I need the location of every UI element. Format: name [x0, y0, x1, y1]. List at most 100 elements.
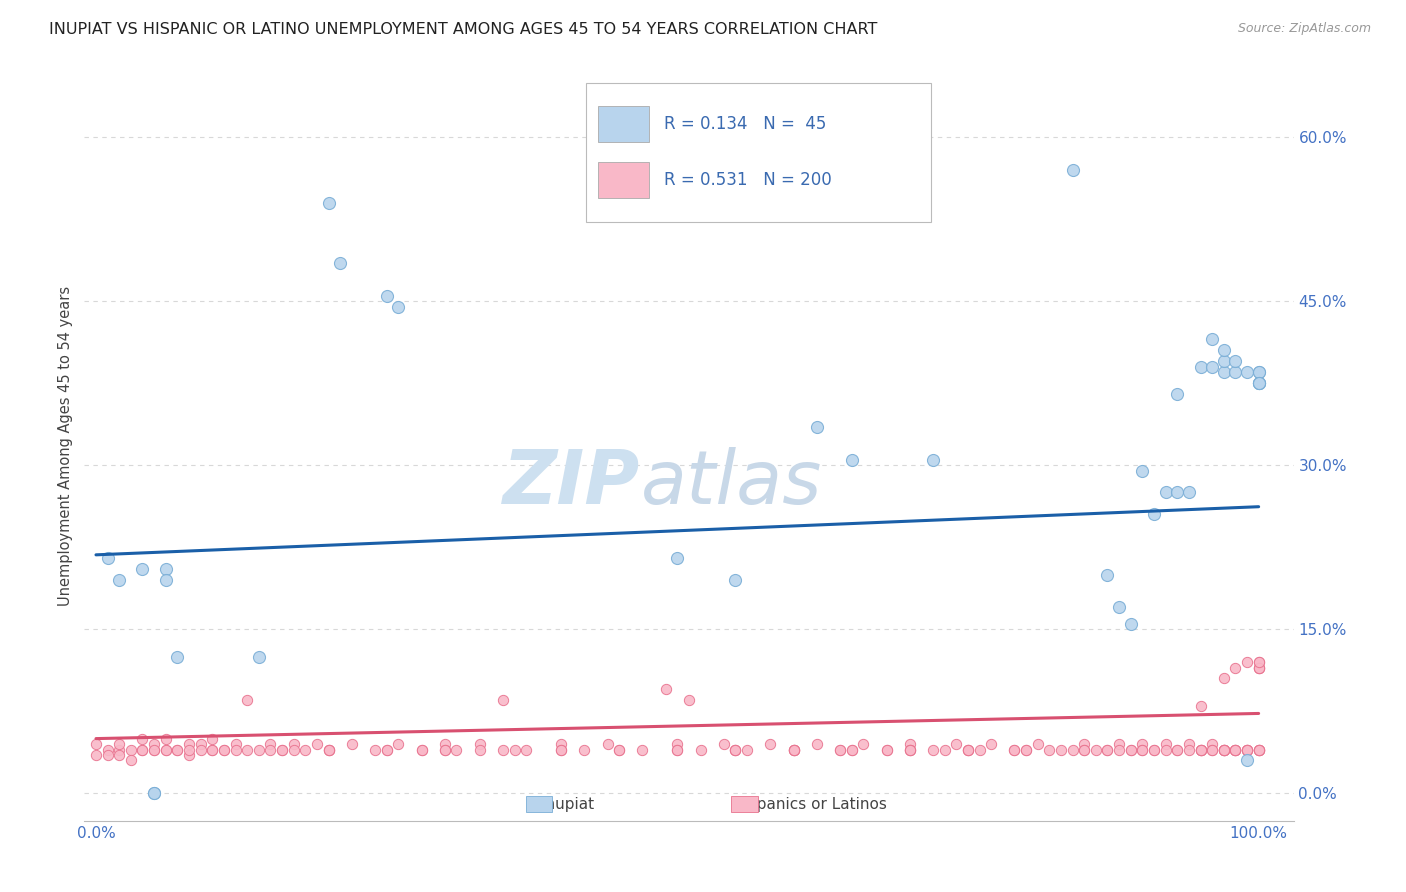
- Point: [1236, 742, 1258, 756]
- Point: [806, 737, 828, 751]
- Point: [375, 288, 398, 302]
- Point: [97, 742, 120, 756]
- Point: [108, 737, 131, 751]
- Point: [1178, 485, 1201, 500]
- Point: [666, 742, 689, 756]
- Point: [969, 742, 991, 756]
- Point: [212, 742, 235, 756]
- Point: [259, 737, 281, 751]
- Point: [1247, 742, 1270, 756]
- Point: [283, 737, 305, 751]
- Point: [724, 742, 747, 756]
- Point: [131, 742, 153, 756]
- Point: [1154, 742, 1177, 756]
- Point: [318, 742, 340, 756]
- Point: [898, 742, 921, 756]
- Point: [1132, 742, 1154, 756]
- Point: [1154, 485, 1177, 500]
- Point: [1212, 742, 1234, 756]
- Point: [1119, 616, 1142, 631]
- Point: [724, 742, 747, 756]
- Point: [155, 742, 177, 756]
- Point: [1225, 365, 1247, 379]
- Point: [841, 452, 863, 467]
- Point: [1189, 742, 1212, 756]
- Point: [934, 742, 956, 756]
- Point: [1212, 672, 1234, 686]
- Point: [782, 742, 804, 756]
- Point: [318, 195, 340, 210]
- Point: [1119, 742, 1142, 756]
- Point: [876, 742, 898, 756]
- Point: [84, 747, 107, 762]
- Point: [1166, 742, 1188, 756]
- Point: [1143, 508, 1166, 522]
- Point: [1026, 737, 1049, 751]
- Point: [830, 742, 852, 756]
- Text: Hispanics or Latinos: Hispanics or Latinos: [733, 797, 887, 812]
- FancyBboxPatch shape: [586, 83, 931, 222]
- Point: [1225, 742, 1247, 756]
- Text: Source: ZipAtlas.com: Source: ZipAtlas.com: [1237, 22, 1371, 36]
- Point: [143, 742, 166, 756]
- Point: [143, 786, 166, 800]
- Point: [131, 562, 153, 576]
- Point: [155, 573, 177, 587]
- Point: [678, 693, 700, 707]
- Point: [492, 742, 515, 756]
- Point: [1097, 742, 1119, 756]
- Text: R = 0.531   N = 200: R = 0.531 N = 200: [664, 171, 831, 189]
- Point: [724, 573, 747, 587]
- Point: [1062, 162, 1084, 177]
- FancyBboxPatch shape: [599, 162, 650, 198]
- Point: [1236, 655, 1258, 669]
- Point: [1062, 742, 1084, 756]
- Point: [1166, 387, 1188, 401]
- Point: [236, 742, 259, 756]
- Point: [1247, 365, 1270, 379]
- Point: [433, 737, 456, 751]
- Point: [1212, 365, 1234, 379]
- Point: [503, 742, 526, 756]
- Point: [550, 742, 572, 756]
- Point: [1212, 742, 1234, 756]
- Y-axis label: Unemployment Among Ages 45 to 54 years: Unemployment Among Ages 45 to 54 years: [58, 286, 73, 606]
- Point: [596, 737, 619, 751]
- Point: [1201, 737, 1223, 751]
- Point: [97, 551, 120, 566]
- Point: [177, 737, 200, 751]
- Point: [724, 742, 747, 756]
- Point: [956, 742, 979, 756]
- Point: [433, 742, 456, 756]
- Point: [155, 562, 177, 576]
- Point: [131, 742, 153, 756]
- Point: [305, 737, 328, 751]
- Point: [1247, 742, 1270, 756]
- Point: [177, 747, 200, 762]
- Point: [922, 452, 945, 467]
- Point: [1225, 354, 1247, 368]
- Point: [387, 300, 409, 314]
- Point: [1212, 343, 1234, 358]
- Point: [177, 742, 200, 756]
- Point: [247, 742, 270, 756]
- Point: [1236, 742, 1258, 756]
- Point: [1212, 742, 1234, 756]
- Point: [1189, 742, 1212, 756]
- Point: [1108, 742, 1130, 756]
- Point: [1236, 742, 1258, 756]
- Point: [492, 693, 515, 707]
- Point: [1143, 742, 1166, 756]
- Point: [782, 742, 804, 756]
- Point: [713, 737, 735, 751]
- Point: [956, 742, 979, 756]
- Point: [1097, 742, 1119, 756]
- Point: [1236, 742, 1258, 756]
- Point: [1189, 742, 1212, 756]
- Point: [201, 731, 224, 746]
- Point: [283, 742, 305, 756]
- Point: [607, 742, 630, 756]
- Point: [446, 742, 468, 756]
- Point: [1247, 660, 1270, 674]
- Point: [1004, 742, 1026, 756]
